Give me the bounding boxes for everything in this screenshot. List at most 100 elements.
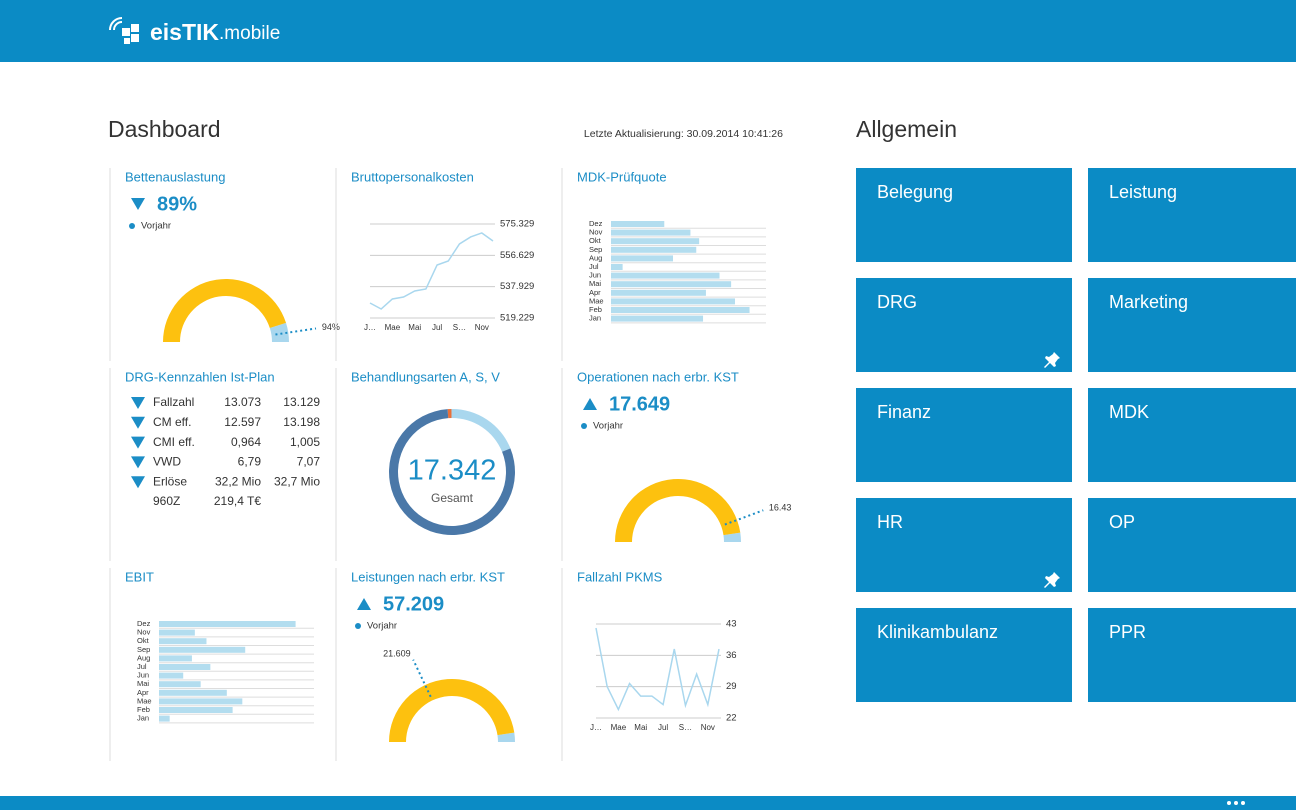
bar (611, 289, 706, 296)
prior-label: 94% (322, 322, 340, 332)
x-tick-label: Mai (634, 723, 647, 732)
nav-tile[interactable]: MDK (1088, 388, 1296, 482)
tile-title: EBIT (125, 569, 154, 584)
bar (611, 221, 665, 227)
plan-value: 32,7 Mio (274, 474, 320, 488)
brand-name: eisTIK (150, 19, 219, 45)
x-tick-label: Jul (658, 723, 668, 732)
x-tick-label: Jul (432, 323, 442, 332)
category-label: Apr (589, 288, 601, 297)
y-tick-label: 556.629 (500, 250, 534, 261)
donut-caption: Gesamt (431, 491, 474, 505)
row-label: Fallzahl (153, 395, 194, 409)
prior-label: 16.43 (769, 503, 792, 513)
tile-title: Bettenauslastung (125, 169, 225, 184)
bar (159, 681, 201, 688)
nav-tile[interactable]: Marketing (1088, 278, 1296, 372)
bar (611, 272, 720, 279)
x-tick-label: Nov (701, 723, 715, 732)
category-label: Nov (137, 628, 151, 637)
bar (611, 264, 623, 270)
nav-tile[interactable]: OP (1088, 498, 1296, 592)
more-button[interactable] (1227, 801, 1245, 805)
category-label: Okt (137, 636, 150, 645)
tile-title: Leistungen nach erbr. KST (351, 569, 505, 584)
tile-background (856, 608, 1072, 702)
gauge-value (389, 679, 515, 742)
bar (159, 707, 233, 713)
tile-label: Klinikambulanz (877, 622, 998, 642)
bar (159, 698, 243, 705)
gauge-value (615, 479, 741, 542)
header-bar (0, 0, 1296, 62)
x-tick-label: J… (364, 323, 376, 332)
x-tick-label: S… (679, 723, 692, 732)
ist-value: 12.597 (224, 415, 261, 429)
bar (159, 715, 170, 722)
bar (611, 281, 732, 288)
tile-title: Behandlungsarten A, S, V (351, 369, 500, 384)
bar (159, 655, 192, 662)
category-label: Dez (137, 619, 151, 628)
bar (159, 664, 211, 670)
donut-segment (447, 409, 452, 419)
category-label: Sep (137, 645, 150, 654)
y-tick-label: 519.229 (500, 313, 534, 324)
tile-background (1088, 498, 1296, 592)
legend-label: Vorjahr (593, 421, 623, 432)
x-tick-label: J… (590, 723, 602, 732)
nav-tile[interactable]: Belegung (856, 168, 1072, 262)
category-label: Okt (589, 236, 602, 245)
trend-arrow (131, 397, 145, 409)
bar (611, 238, 700, 245)
tile-background (856, 388, 1072, 482)
gauge-rest (723, 532, 741, 542)
bar (159, 629, 195, 636)
nav-tile[interactable]: PPR (1088, 608, 1296, 702)
y-tick-label: 575.329 (500, 219, 534, 230)
category-label: Aug (589, 253, 602, 262)
tile-label: Belegung (877, 182, 953, 202)
row-label: 960Z (153, 494, 180, 508)
ist-value: 219,4 T€ (214, 494, 261, 508)
trend-arrow (131, 456, 145, 469)
app-bar (0, 796, 1296, 810)
donut-total: 17.342 (408, 455, 497, 487)
category-label: Feb (589, 305, 602, 314)
x-tick-label: Mae (611, 723, 627, 732)
nav-tile[interactable]: Klinikambulanz (856, 608, 1072, 702)
ist-value: 13.073 (224, 395, 261, 409)
category-label: Mae (137, 696, 152, 705)
tile-background (856, 498, 1072, 592)
tile-title: Operationen nach erbr. KST (577, 369, 739, 384)
line-series (595, 627, 720, 712)
brand-suffix: .mobile (219, 23, 280, 44)
trend-arrow (131, 198, 145, 210)
trend-arrow (131, 436, 145, 449)
tile-background (1088, 278, 1296, 372)
kpi-value: 57.209 (383, 593, 444, 615)
bar (611, 298, 735, 305)
trend-arrow (357, 598, 371, 610)
trend-arrow (583, 398, 597, 410)
nav-tile[interactable]: HR (856, 498, 1072, 592)
category-label: Aug (137, 653, 150, 662)
tile-title: DRG-Kennzahlen Ist-Plan (125, 369, 275, 384)
legend-label: Vorjahr (141, 221, 171, 232)
trend-arrow (131, 476, 145, 489)
donut-segment (451, 409, 511, 452)
tile-label: DRG (877, 292, 917, 312)
nav-tile[interactable]: Leistung (1088, 168, 1296, 262)
category-label: Dez (589, 219, 603, 228)
brand: eisTIK.mobile (150, 19, 280, 45)
tile-label: Finanz (877, 402, 931, 422)
x-tick-label: Mai (408, 323, 421, 332)
nav-tile[interactable]: DRG (856, 278, 1072, 372)
bar (159, 638, 207, 645)
tile-background (856, 278, 1072, 372)
prior-marker (412, 659, 432, 698)
nav-tile[interactable]: Finanz (856, 388, 1072, 482)
bar (159, 689, 227, 696)
tile-label: PPR (1109, 622, 1146, 642)
